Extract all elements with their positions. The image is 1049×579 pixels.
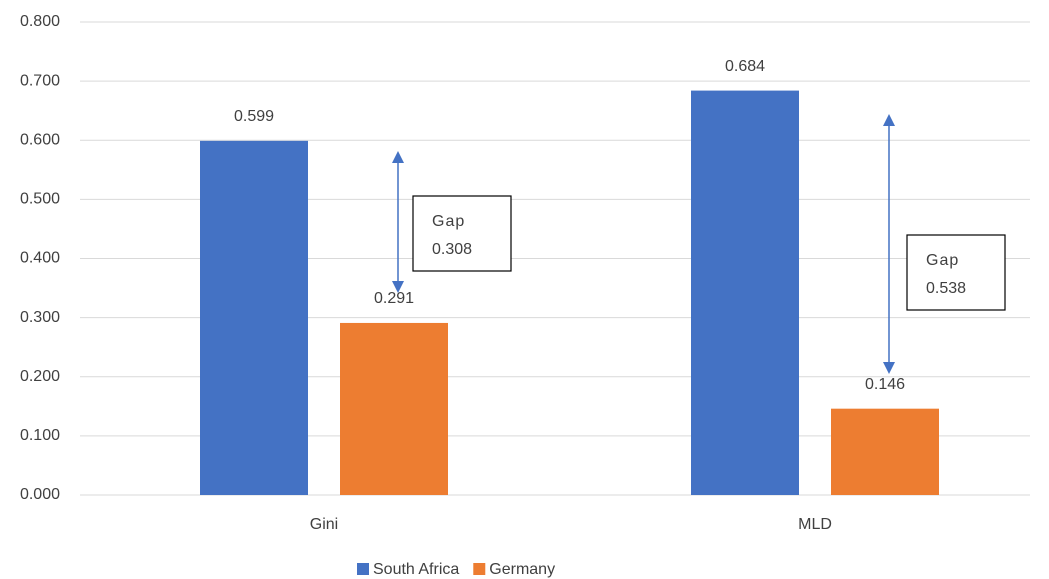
annotation-label: Gap	[926, 252, 959, 269]
y-tick-label: 0.000	[20, 486, 60, 503]
x-tick-label: Gini	[310, 516, 338, 533]
y-tick-label: 0.600	[20, 131, 60, 148]
y-tick-label: 0.500	[20, 191, 60, 208]
legend-label: South Africa	[373, 561, 459, 578]
bar	[831, 408, 939, 495]
data-label: 0.146	[865, 376, 905, 393]
bar	[340, 322, 448, 495]
bar	[200, 140, 308, 495]
data-label: 0.291	[374, 290, 414, 307]
annotation-value: 0.538	[926, 280, 966, 297]
annotation-box	[412, 195, 512, 272]
annotation-label: Gap	[432, 213, 465, 230]
annotation-box	[906, 234, 1006, 311]
y-tick-label: 0.300	[20, 309, 60, 326]
legend-label: Germany	[489, 561, 555, 578]
y-tick-label: 0.200	[20, 368, 60, 385]
legend-swatch	[473, 563, 486, 575]
legend-swatch	[357, 563, 369, 575]
y-tick-label: 0.400	[20, 250, 60, 267]
y-tick-label: 0.700	[20, 72, 60, 89]
data-label: 0.599	[234, 108, 274, 125]
annotation-value: 0.308	[432, 241, 472, 258]
x-tick-label: MLD	[798, 516, 832, 533]
bar	[691, 90, 799, 496]
y-tick-label: 0.800	[20, 13, 60, 30]
y-tick-label: 0.100	[20, 427, 60, 444]
data-label: 0.684	[725, 58, 765, 75]
